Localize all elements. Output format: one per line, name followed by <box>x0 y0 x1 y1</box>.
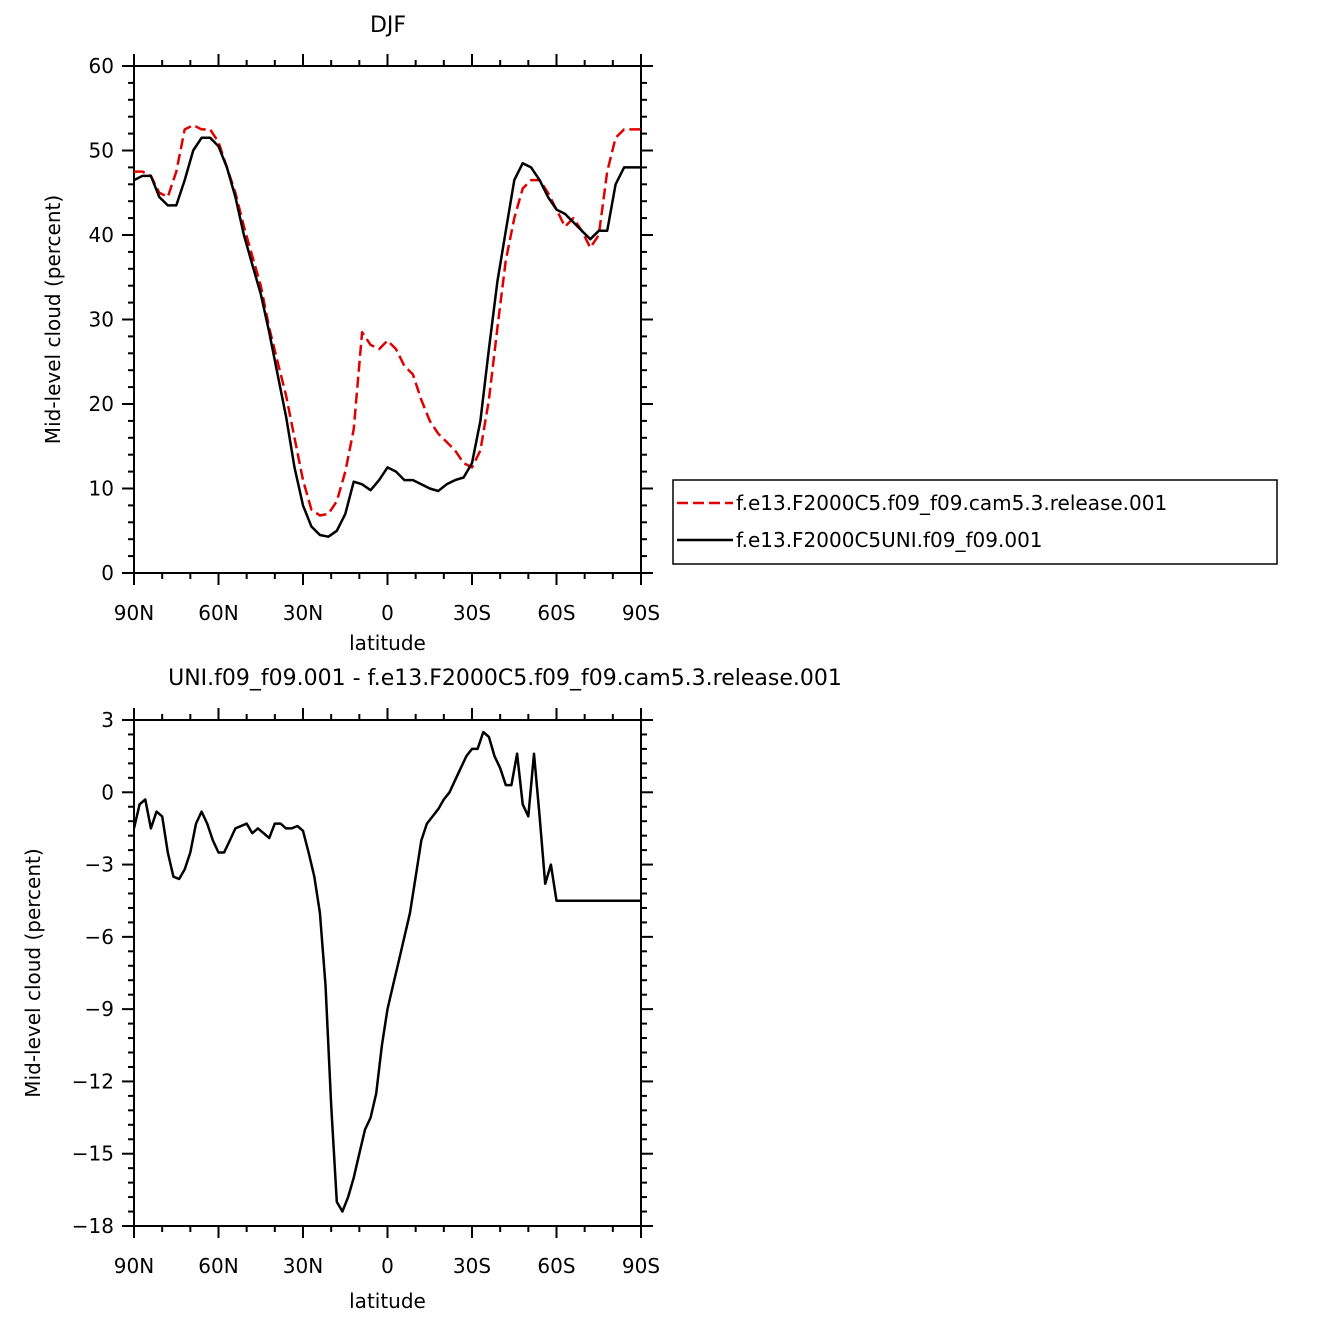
series-line-0 <box>134 123 641 517</box>
x-tick-label: 30S <box>453 1254 491 1278</box>
x-axis-label: latitude <box>349 631 426 655</box>
y-tick-label: −6 <box>85 925 114 949</box>
top-panel: 0 10 20 30 40 50 60 90N 60N 30N 0 30S 60S 90S latitude… <box>41 13 1278 655</box>
x-tick-label: 0 <box>381 1254 394 1278</box>
y-tick-label: 0 <box>101 780 114 804</box>
legend-box <box>672 479 1278 565</box>
y-tick-label: 20 <box>89 392 114 416</box>
x-tick-label: 60N <box>198 601 238 625</box>
y-tick-label: 50 <box>89 139 114 163</box>
y-tick-label: 40 <box>89 223 114 247</box>
y-tick-label: −3 <box>85 853 114 877</box>
legend-label-1: f.e13.F2000C5UNI.f09_f09.001 <box>736 528 1043 552</box>
y-tick-label: −12 <box>72 1069 114 1093</box>
x-tick-label: 30S <box>453 601 491 625</box>
y-tick-label: −18 <box>72 1214 114 1238</box>
x-axis-label: latitude <box>349 1289 426 1313</box>
y-tick-label: 60 <box>89 54 114 78</box>
y-tick-label: −15 <box>72 1142 114 1166</box>
x-tick-label: 60S <box>537 601 575 625</box>
y-tick-label: 3 <box>101 708 114 732</box>
x-tick-label: 0 <box>381 601 394 625</box>
x-tick-label: 90N <box>114 1254 154 1278</box>
x-tick-label: 90N <box>114 601 154 625</box>
y-tick-label: −9 <box>85 997 114 1021</box>
series-line-1 <box>134 136 641 538</box>
y-tick-label: 30 <box>89 308 114 332</box>
y-tick-label: 0 <box>101 561 114 585</box>
series-line-0 <box>134 730 641 1213</box>
x-tick-label: 30N <box>283 601 323 625</box>
y-tick-label: 10 <box>89 477 114 501</box>
y-axis-label: Mid-level cloud (percent) <box>41 195 65 444</box>
y-axis-label: Mid-level cloud (percent) <box>21 848 45 1097</box>
chart-title: UNI.f09_f09.001 - f.e13.F2000C5.f09_f09.… <box>168 666 842 691</box>
plot-frame <box>133 719 642 1227</box>
x-tick-label: 60N <box>198 1254 238 1278</box>
x-tick-label: 30N <box>283 1254 323 1278</box>
x-tick-label: 60S <box>537 1254 575 1278</box>
legend-label-0: f.e13.F2000C5.f09_f09.cam5.3.release.001 <box>736 491 1167 515</box>
x-tick-label: 90S <box>622 1254 660 1278</box>
plot-frame <box>133 65 642 574</box>
chart-title: DJF <box>370 13 406 38</box>
x-tick-label: 90S <box>622 601 660 625</box>
